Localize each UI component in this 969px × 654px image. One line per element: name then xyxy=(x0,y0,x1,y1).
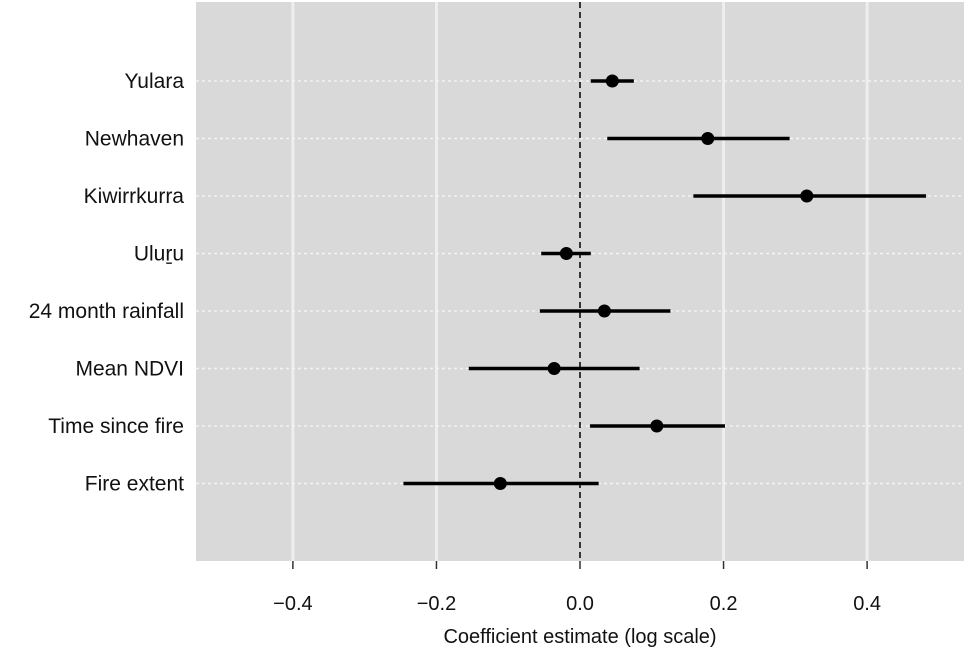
y-category-label: Yulara xyxy=(124,70,184,93)
estimate-point xyxy=(493,477,507,490)
y-category-label: Kiwirrkurra xyxy=(84,185,185,208)
estimate-point xyxy=(547,362,561,375)
x-tick-label: 0.2 xyxy=(710,593,738,615)
y-category-label: Fire extent xyxy=(85,473,184,496)
estimate-point xyxy=(701,132,715,145)
x-axis-title: Coefficient estimate (log scale) xyxy=(443,626,716,648)
x-tick-label: 0.4 xyxy=(853,593,881,615)
estimate-point xyxy=(650,419,664,433)
y-category-label: Mean NDVI xyxy=(75,358,184,381)
estimate-point xyxy=(800,189,814,203)
x-axis-ticks: −0.4 −0.2 0.0 0.2 0.4 xyxy=(273,561,881,615)
estimate-point xyxy=(605,74,619,88)
y-category-label: 24 month rainfall xyxy=(29,300,184,323)
y-category-label: Time since fire xyxy=(48,415,184,438)
y-category-label: Newhaven xyxy=(85,128,184,151)
estimate-point xyxy=(559,247,573,260)
x-tick-label: −0.4 xyxy=(273,593,312,615)
x-tick-label: −0.2 xyxy=(417,593,456,615)
estimate-rows: Yulara Newhaven Kiwirrkurra Uluṟu 24 month r… xyxy=(29,70,926,496)
x-tick-label: 0.0 xyxy=(566,593,594,615)
estimate-point xyxy=(597,304,611,318)
y-category-label: Uluṟu xyxy=(134,243,184,266)
